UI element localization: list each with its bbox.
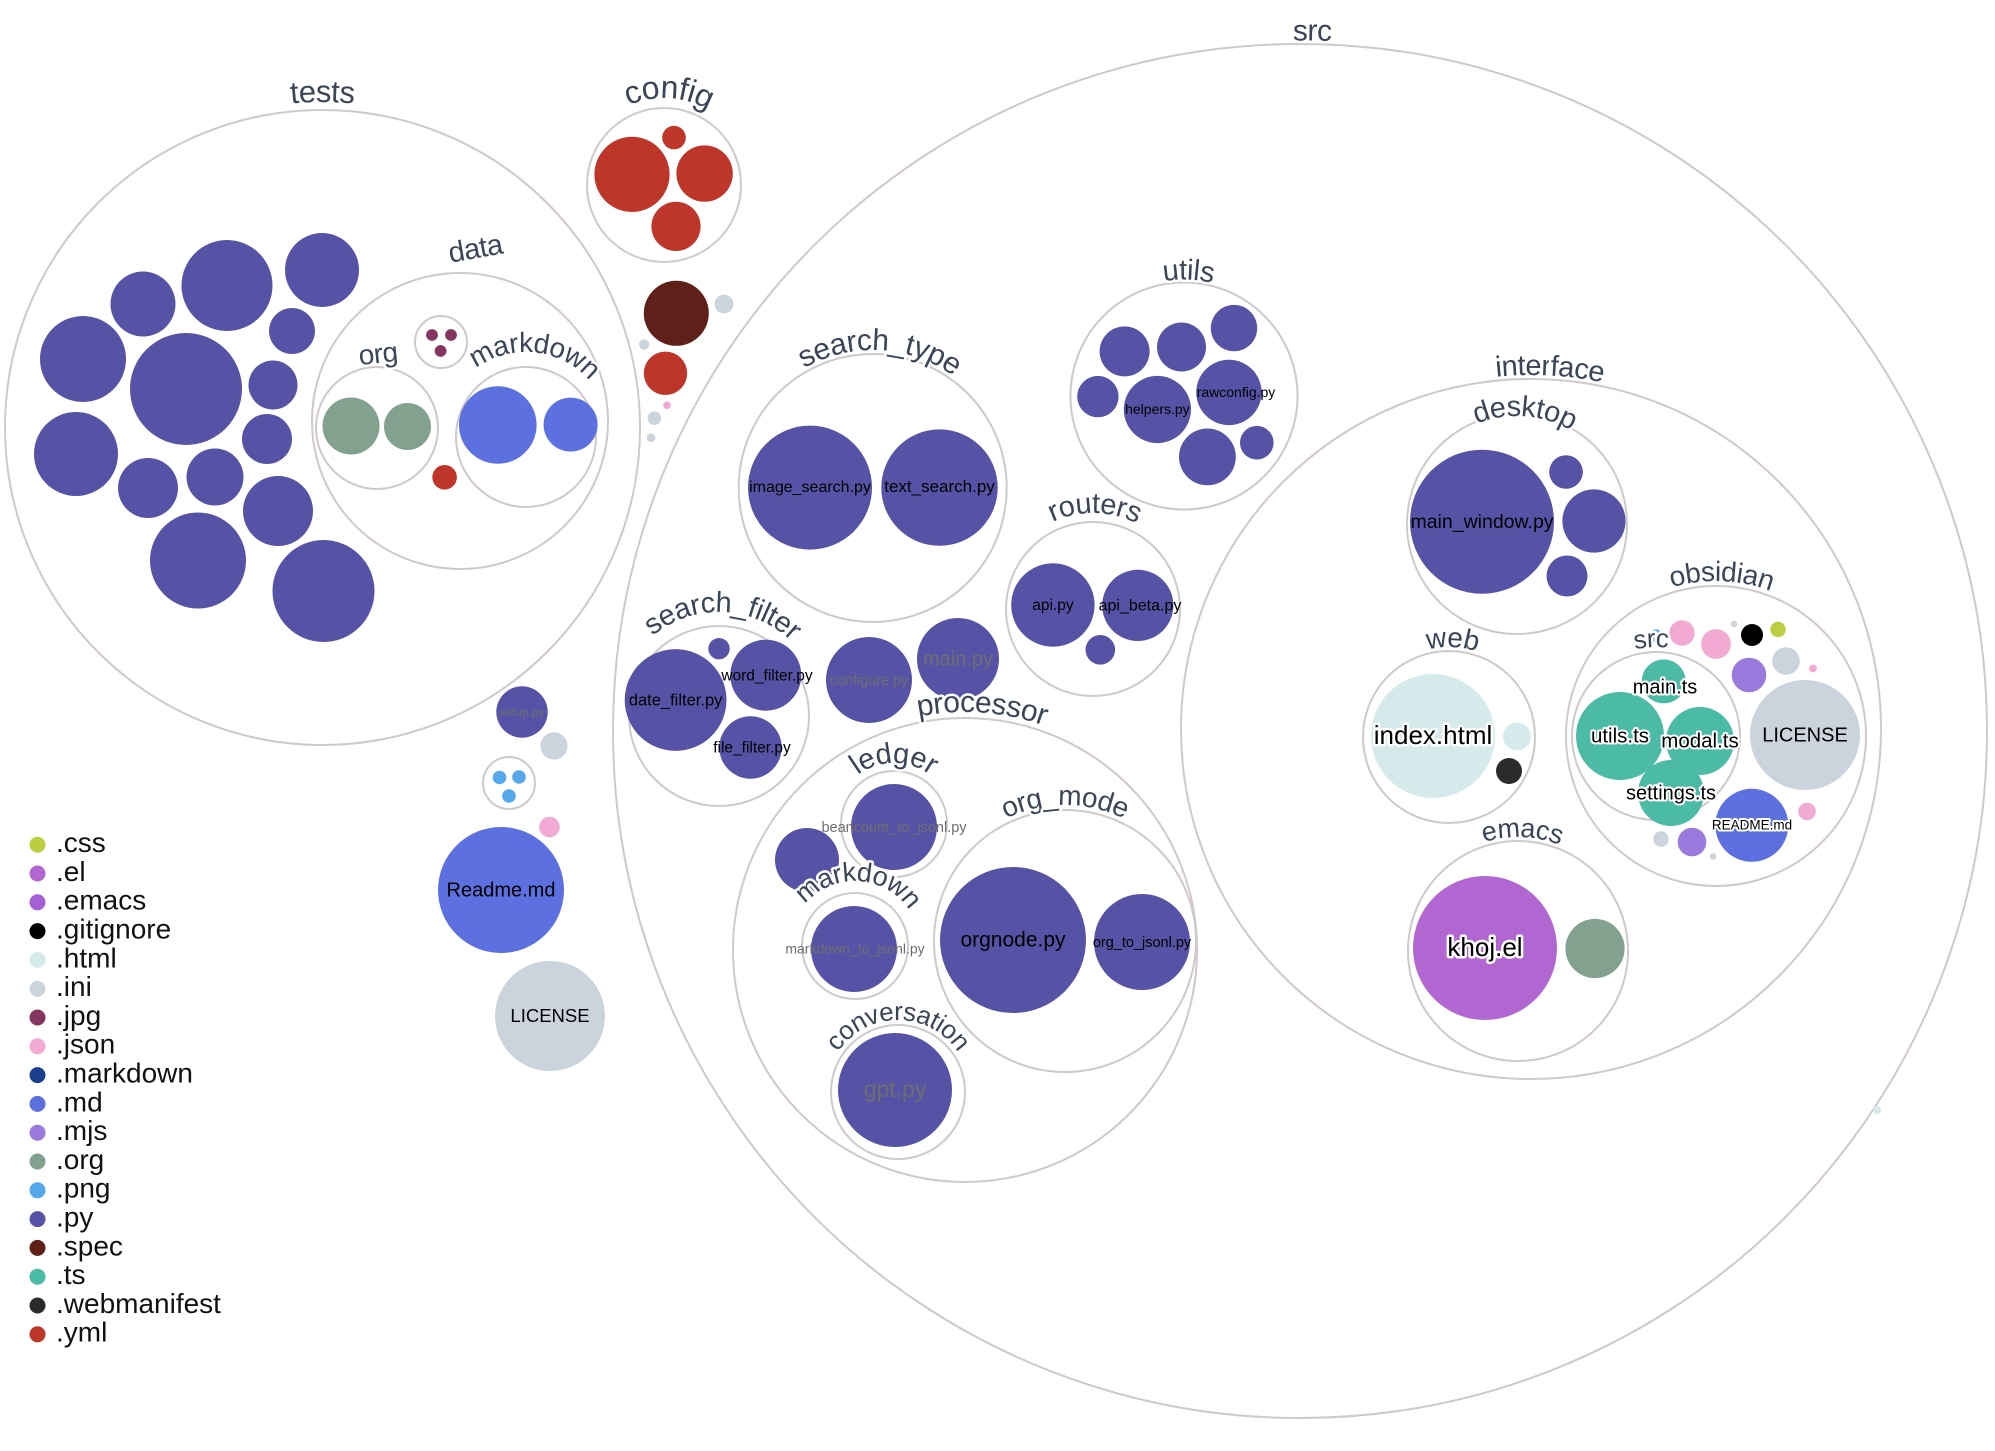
svg-text:src: src bbox=[1293, 14, 1333, 48]
svg-text:orgnode.py: orgnode.py bbox=[960, 929, 1066, 952]
svg-text:.yml: .yml bbox=[56, 1317, 107, 1348]
svg-text:beancount_to_jsonl.py: beancount_to_jsonl.py bbox=[821, 820, 967, 836]
svg-text:.png: .png bbox=[56, 1173, 111, 1204]
svg-text:.json: .json bbox=[56, 1029, 115, 1060]
svg-text:tests: tests bbox=[289, 74, 356, 110]
svg-text:.webmanifest: .webmanifest bbox=[56, 1288, 221, 1319]
svg-text:file_filter.py: file_filter.py bbox=[713, 740, 791, 757]
svg-text:configure.py: configure.py bbox=[830, 673, 910, 689]
svg-text:.emacs: .emacs bbox=[56, 885, 146, 916]
svg-text:.gitignore: .gitignore bbox=[56, 913, 171, 944]
svg-text:.html: .html bbox=[56, 942, 117, 973]
svg-text:api_beta.py: api_beta.py bbox=[1099, 598, 1182, 615]
svg-text:markdown_to_jsonl.py: markdown_to_jsonl.py bbox=[785, 941, 924, 957]
svg-text:.ts: .ts bbox=[56, 1259, 86, 1290]
svg-text:modal.ts: modal.ts bbox=[1661, 729, 1738, 752]
svg-text:main_window.py: main_window.py bbox=[1410, 511, 1553, 533]
svg-text:khoj.el: khoj.el bbox=[1447, 932, 1522, 962]
svg-text:rawconfig.py: rawconfig.py bbox=[1197, 384, 1276, 400]
svg-text:.md: .md bbox=[56, 1086, 103, 1117]
svg-text:.css: .css bbox=[56, 827, 106, 858]
svg-text:.ini: .ini bbox=[56, 971, 92, 1002]
svg-text:web: web bbox=[1423, 622, 1482, 657]
svg-text:.el: .el bbox=[56, 856, 86, 887]
svg-text:gpt.py: gpt.py bbox=[864, 1076, 927, 1102]
svg-text:README.md: README.md bbox=[1712, 818, 1792, 833]
svg-text:src: src bbox=[1631, 623, 1670, 655]
svg-text:main.ts: main.ts bbox=[1633, 676, 1697, 698]
svg-text:.mjs: .mjs bbox=[56, 1115, 107, 1146]
svg-text:api.py: api.py bbox=[1032, 597, 1074, 614]
svg-text:image_search.py: image_search.py bbox=[749, 479, 871, 496]
svg-text:LICENSE: LICENSE bbox=[1762, 724, 1848, 746]
svg-text:.py: .py bbox=[56, 1201, 93, 1232]
svg-text:.markdown: .markdown bbox=[56, 1057, 193, 1088]
svg-text:.jpg: .jpg bbox=[56, 1000, 101, 1031]
svg-text:helpers.py: helpers.py bbox=[1125, 401, 1190, 417]
svg-text:setup.py: setup.py bbox=[499, 705, 544, 719]
svg-text:utils.ts: utils.ts bbox=[1591, 724, 1649, 747]
svg-text:utils: utils bbox=[1161, 254, 1217, 289]
svg-text:settings.ts: settings.ts bbox=[1626, 782, 1716, 804]
svg-text:word_filter.py: word_filter.py bbox=[720, 667, 813, 684]
svg-text:org_to_jsonl.py: org_to_jsonl.py bbox=[1093, 935, 1192, 951]
svg-text:text_search.py: text_search.py bbox=[884, 477, 995, 496]
svg-text:.spec: .spec bbox=[56, 1230, 123, 1261]
svg-text:date_filter.py: date_filter.py bbox=[629, 691, 723, 709]
svg-text:LICENSE: LICENSE bbox=[510, 1005, 589, 1026]
svg-text:Readme.md: Readme.md bbox=[447, 879, 556, 901]
svg-text:index.html: index.html bbox=[1374, 720, 1493, 750]
svg-text:.org: .org bbox=[56, 1144, 104, 1175]
svg-text:main.py: main.py bbox=[923, 648, 993, 670]
svg-text:org: org bbox=[357, 336, 399, 371]
